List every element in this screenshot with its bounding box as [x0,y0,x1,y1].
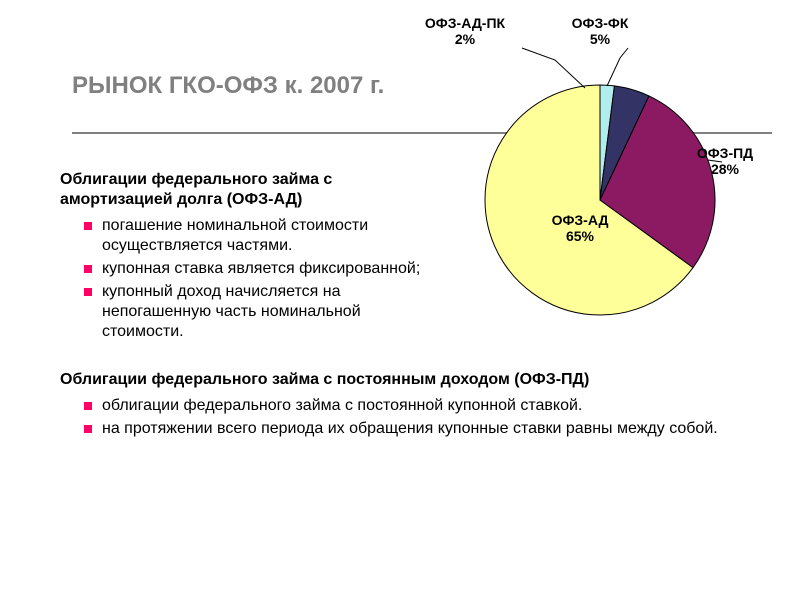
leader-line [607,48,628,86]
section-2-heading: Облигации федерального займа с постоянны… [60,370,760,390]
pie-label-pct: 65% [566,228,595,244]
pie-label-pct: 5% [590,31,611,47]
list-item: купонная ставка является фиксированной; [84,259,440,279]
section-2: Облигации федерального займа с постоянны… [60,370,760,453]
list-item: погашение номинальной стоимости осуществ… [84,216,440,256]
pie-chart: ОФЗ-АД65% ОФЗ-АД-ПК2% ОФЗ-ФК5% ОФЗ-ПД28% [410,10,790,350]
list-item: на протяжении всего периода их обращения… [84,419,760,439]
pie-label-pct: 28% [711,161,740,177]
page-title: РЫНОК ГКО-ОФЗ к. 2007 г. [72,72,392,100]
section-2-list: облигации федерального займа с постоянно… [60,396,760,439]
list-item: купонный доход начисляется на непогашенн… [84,282,440,342]
section-1-list: погашение номинальной стоимости осуществ… [60,216,440,342]
leader-line [522,48,585,88]
slide: РЫНОК ГКО-ОФЗ к. 2007 г. Облигации федер… [0,0,800,600]
section-1-heading: Облигации федерального займа с амортизац… [60,170,440,210]
pie-svg: ОФЗ-АД65% ОФЗ-АД-ПК2% ОФЗ-ФК5% ОФЗ-ПД28% [410,10,790,350]
section-1: Облигации федерального займа с амортизац… [60,170,440,356]
pie-label: ОФЗ-АД [552,212,609,228]
pie-label-pct: 2% [455,31,476,47]
pie-label: ОФЗ-ПД [697,145,753,161]
pie-label: ОФЗ-ФК [572,15,629,31]
list-item: облигации федерального займа с постоянно… [84,396,760,416]
pie-label: ОФЗ-АД-ПК [425,15,506,31]
